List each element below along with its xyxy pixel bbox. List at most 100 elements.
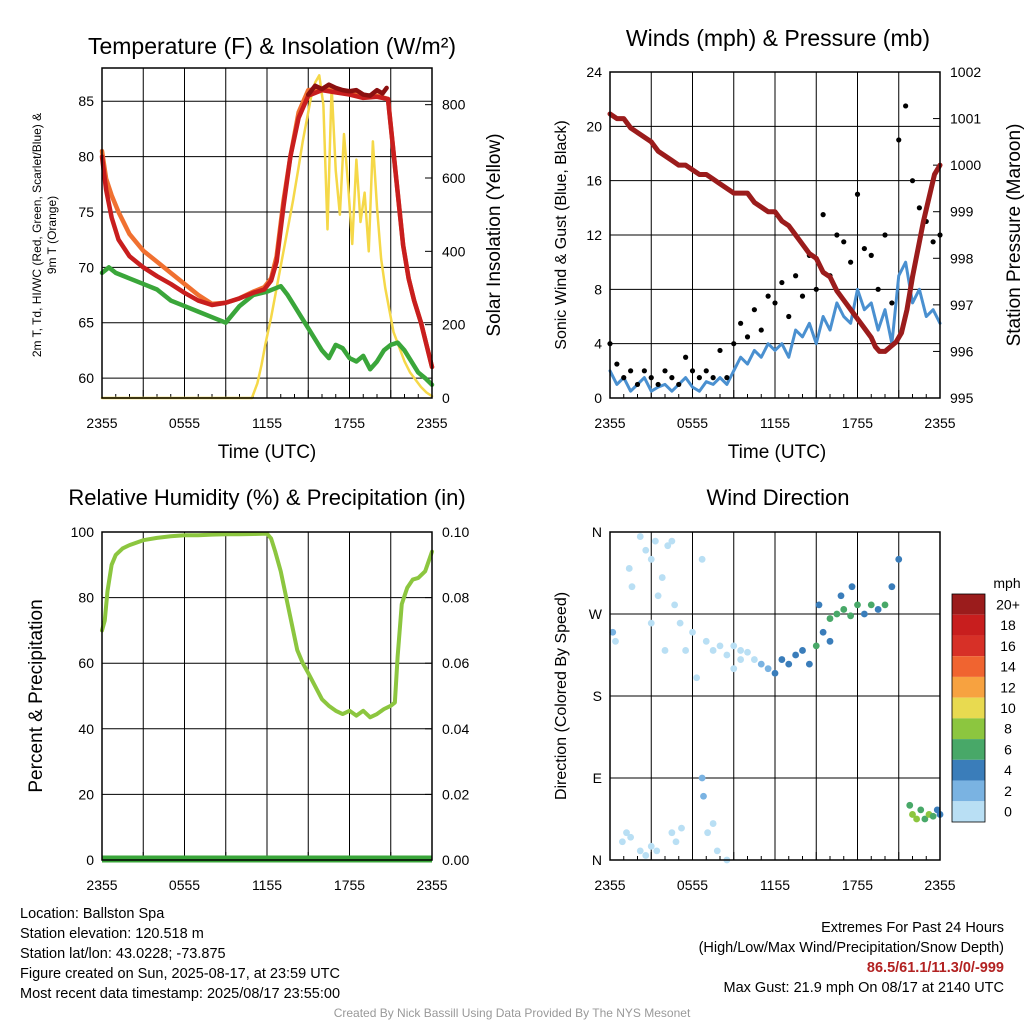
direction-point — [676, 619, 684, 627]
y-tick-label: 65 — [78, 315, 94, 331]
series-line-pressure — [607, 111, 943, 354]
legend-label: 20+ — [996, 596, 1020, 612]
y-right-tick-label: 0.10 — [442, 524, 469, 540]
direction-point — [618, 838, 626, 846]
y-right-tick-label: 200 — [442, 317, 466, 333]
direction-point — [654, 592, 662, 600]
direction-point — [627, 833, 635, 841]
gust-point — [779, 279, 785, 286]
gust-point — [820, 212, 826, 218]
direction-point — [716, 642, 724, 650]
chart-title: Temperature (F) & Insolation (W/m²) — [88, 33, 456, 59]
y-right-tick-label: 400 — [442, 243, 466, 259]
y-right-tick-label: 995 — [950, 390, 974, 406]
legend-label: 0 — [1004, 804, 1012, 820]
y-tick-label: E — [593, 770, 602, 786]
direction-point — [929, 812, 937, 820]
direction-point — [854, 601, 861, 609]
direction-point — [661, 647, 669, 654]
direction-point — [723, 651, 731, 659]
x-tick-label: 1755 — [334, 877, 365, 893]
y-tick-label: 8 — [594, 281, 602, 297]
legend-title: mph — [993, 575, 1020, 591]
direction-point — [647, 619, 655, 627]
series-line-insolation — [100, 74, 434, 400]
y-tick-label: 0 — [594, 390, 602, 406]
direction-point — [678, 824, 685, 832]
direction-point — [647, 842, 655, 850]
gust-point — [875, 286, 881, 292]
y-tick-label: S — [593, 688, 602, 704]
y-right-axis-label: Solar Insolation (Yellow) — [484, 133, 505, 336]
legend-swatch — [952, 676, 985, 698]
gust-point — [648, 375, 654, 381]
gust-point — [868, 252, 874, 258]
series-line-wind — [608, 260, 942, 393]
direction-point — [848, 583, 856, 591]
gust-point — [717, 347, 723, 354]
y-tick-label: 70 — [78, 259, 94, 275]
legend-swatch — [952, 801, 985, 822]
y-tick-label: 80 — [78, 149, 94, 165]
plot-frame — [101, 67, 433, 399]
station-location: Location: Ballston Spa — [20, 906, 165, 922]
gust-point — [621, 375, 627, 381]
legend-label: 14 — [1000, 659, 1016, 675]
credit-line: Created By Nick Bassill Using Data Provi… — [333, 1006, 691, 1020]
y-tick-label: 12 — [586, 227, 602, 243]
x-axis-label: Time (UTC) — [728, 442, 827, 463]
direction-point — [837, 592, 845, 600]
direction-point — [867, 601, 875, 609]
direction-point — [826, 615, 834, 622]
y-axis-label: 2m T, Td, HI/WC (Red, Green, Scarlet/Blu… — [30, 113, 44, 357]
series-line-temp_2m — [99, 87, 435, 370]
speed-legend: mph 20+ 18 16 14 12 10 8 6 4 2 0 — [951, 575, 1021, 823]
gust-point — [813, 286, 819, 292]
x-tick-label: 0555 — [169, 415, 200, 431]
y-tick-label: 80 — [78, 590, 94, 606]
x-tick-label: 1755 — [334, 415, 365, 431]
x-tick-label: 1755 — [842, 415, 873, 431]
y-right-axis-label: Station Pressure (Maroon) — [1004, 124, 1024, 347]
direction-point — [833, 610, 841, 618]
gust-point — [834, 232, 840, 238]
station-elevation: Station elevation: 120.518 m — [20, 926, 204, 942]
y-right-tick-label: 0 — [442, 390, 450, 406]
direction-point — [682, 647, 690, 654]
legend-swatch — [952, 614, 985, 636]
gust-point — [889, 300, 895, 306]
x-tick-label: 0555 — [677, 877, 708, 893]
direction-point — [730, 642, 738, 650]
series-line-heat_index — [306, 82, 389, 98]
gust-point — [634, 381, 641, 388]
y-right-tick-label: 0.02 — [442, 786, 469, 802]
direction-point — [881, 601, 889, 609]
gust-point — [703, 368, 709, 374]
direction-point — [672, 838, 680, 846]
gust-point — [909, 178, 916, 184]
gust-point — [724, 375, 730, 381]
y-tick-label: 24 — [586, 64, 602, 80]
chart-title: Relative Humidity (%) & Precipitation (i… — [68, 485, 465, 510]
x-tick-label: 1155 — [760, 877, 790, 893]
direction-point — [847, 612, 855, 620]
legend-swatch — [952, 697, 985, 719]
gust-point — [930, 239, 936, 245]
gust-point — [896, 137, 902, 143]
direction-point — [888, 583, 896, 591]
direction-point — [860, 610, 868, 618]
legend-label: 4 — [1004, 762, 1012, 778]
gust-point — [854, 191, 861, 197]
gust-point — [731, 341, 737, 347]
direction-point — [642, 852, 650, 859]
legend-swatch — [952, 718, 985, 740]
gust-point — [641, 368, 647, 374]
y-right-tick-label: 0.04 — [442, 721, 469, 737]
max-gust: Max Gust: 21.9 mph On 08/17 at 2140 UTC — [723, 980, 1004, 996]
direction-point — [730, 665, 738, 673]
y-right-tick-label: 998 — [950, 250, 974, 266]
gust-point — [614, 361, 620, 367]
y-right-tick-label: 0.06 — [442, 655, 469, 671]
direction-point — [819, 628, 827, 636]
legend-swatch — [952, 594, 985, 615]
